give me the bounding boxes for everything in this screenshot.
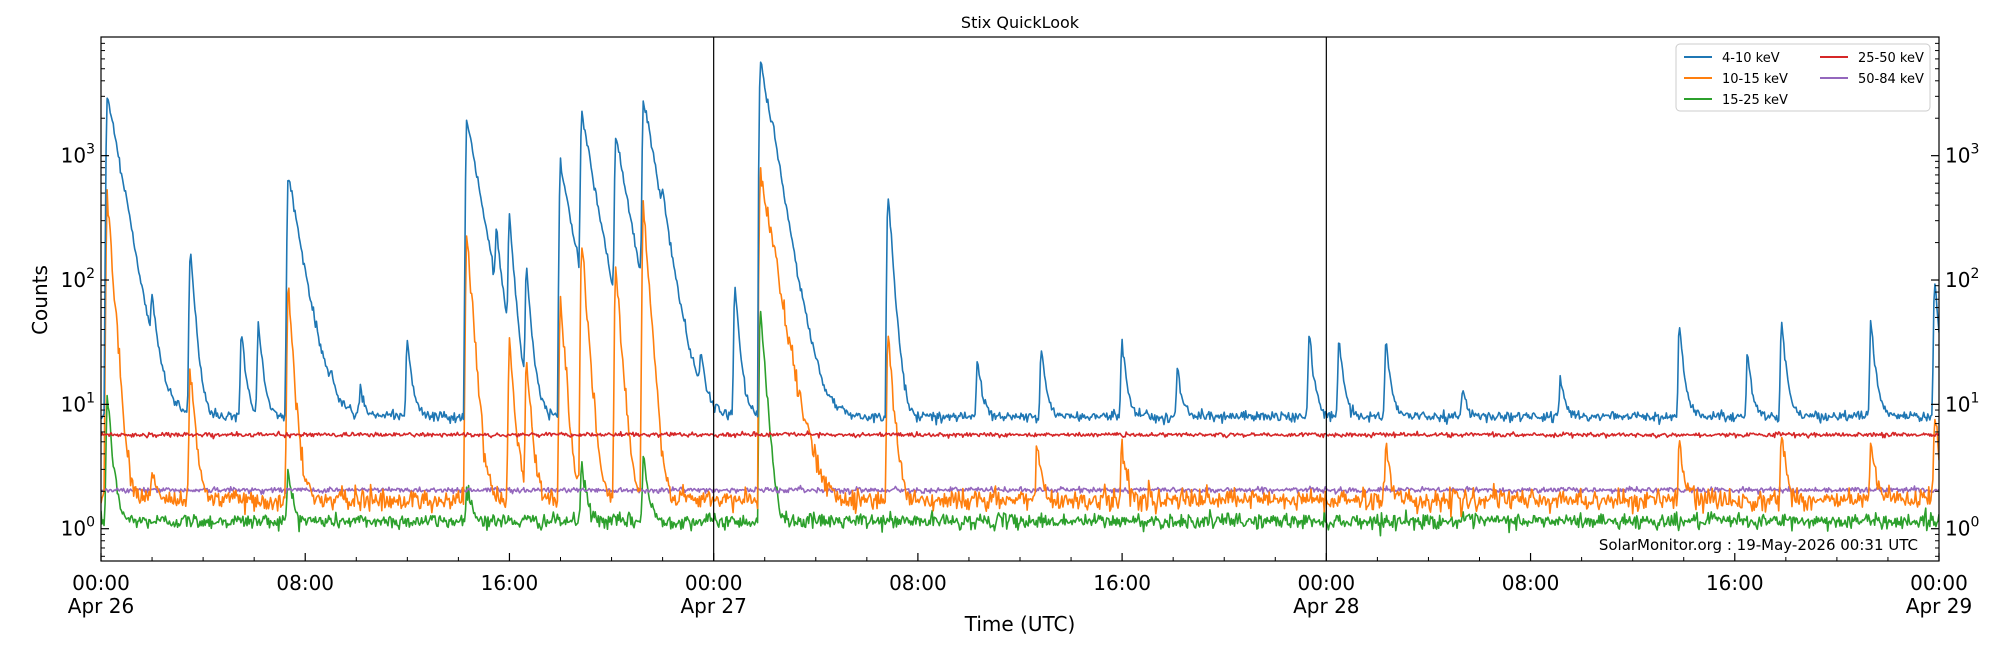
y-axis-label: Counts bbox=[28, 265, 52, 335]
x-axis-label: Time (UTC) bbox=[964, 612, 1076, 636]
plot-frame bbox=[100, 36, 1940, 562]
x-tick-date-label: Apr 29 bbox=[1906, 594, 1972, 618]
x-tick-date-label: Apr 27 bbox=[680, 594, 746, 618]
chart-title: Stix QuickLook bbox=[961, 13, 1080, 32]
x-tick-date-label: Apr 26 bbox=[68, 594, 134, 618]
x-tick-label: 00:00 bbox=[1298, 571, 1356, 595]
x-tick-label: 08:00 bbox=[889, 571, 947, 595]
chart-legend: 4-10 keV 10-15 keV 15-25 keV 25-50 keV 50-84… bbox=[1675, 43, 1931, 112]
x-tick-label: 00:00 bbox=[72, 571, 130, 595]
legend-label: 15-25 keV bbox=[1722, 93, 1788, 108]
series-line-10-15-kev bbox=[101, 167, 1939, 518]
legend-label: 25-50 keV bbox=[1858, 51, 1924, 66]
y-tick-label-right: 100 bbox=[1945, 515, 1979, 541]
series-line-25-50-kev bbox=[101, 430, 1939, 440]
series-line-50-84-kev bbox=[101, 484, 1939, 496]
y-tick-label-left: 102 bbox=[61, 266, 95, 292]
x-tick-label: 16:00 bbox=[1706, 571, 1764, 595]
x-tick-label: 08:00 bbox=[276, 571, 334, 595]
legend-label: 10-15 keV bbox=[1722, 72, 1788, 87]
x-tick-date-label: Apr 28 bbox=[1293, 594, 1359, 618]
x-tick-label: 00:00 bbox=[1910, 571, 1968, 595]
x-tick-label: 16:00 bbox=[1093, 571, 1151, 595]
x-tick-label: 16:00 bbox=[481, 571, 539, 595]
x-tick-label: 08:00 bbox=[1502, 571, 1560, 595]
series-line-15-25-kev bbox=[101, 310, 1939, 537]
timestamp-annotation: SolarMonitor.org : 19-May-2026 00:31 UTC bbox=[1599, 536, 1918, 554]
series-layer bbox=[101, 61, 1939, 537]
x-tick-label: 00:00 bbox=[685, 571, 743, 595]
legend-box bbox=[1675, 43, 1931, 112]
day-separator-layer bbox=[713, 37, 1327, 561]
series-line-4-10-kev bbox=[101, 61, 1939, 426]
legend-label: 4-10 keV bbox=[1722, 51, 1780, 66]
legend-label: 50-84 keV bbox=[1858, 72, 1924, 87]
